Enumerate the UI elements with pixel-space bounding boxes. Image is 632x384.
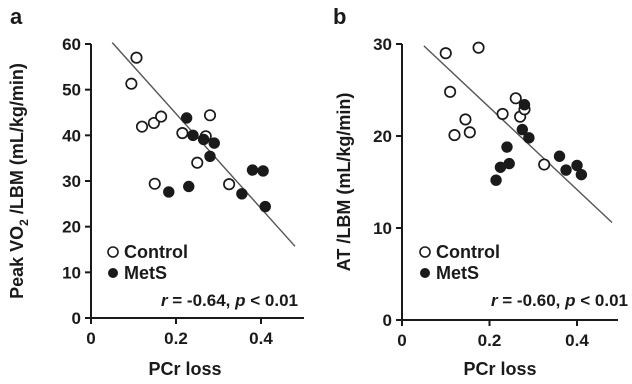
panel-a-y-tick-label: 50	[62, 81, 81, 100]
panel-a-points	[125, 51, 271, 213]
panel-a-y-tick-label: 60	[62, 35, 81, 54]
panel-a-y-tick-label: 40	[62, 126, 81, 145]
panel-b-point-mets	[560, 164, 572, 176]
panel-a-y-tick-label: 20	[62, 218, 81, 237]
panel-a-point-control	[155, 110, 168, 123]
panel-a-point-control	[125, 77, 138, 90]
panel-b-point-mets	[571, 159, 583, 172]
panel-a-point-mets	[208, 137, 220, 149]
panel-a-point-control	[176, 127, 189, 140]
panel-b-y-tick-label: 0	[383, 311, 392, 330]
panel-b-y-tick-label: 20	[373, 127, 392, 146]
panel-b-x-tick-label: 0	[397, 331, 406, 350]
panel-b-point-mets	[553, 150, 566, 162]
panel-b-point-control	[472, 41, 485, 54]
panel-a-point-control	[203, 109, 217, 122]
panel-a-legend-mets: MetS	[124, 263, 167, 283]
panel-a-x-axis-title: PCr loss	[148, 359, 221, 379]
panel-a-point-control	[130, 51, 143, 64]
panel-a-point-mets	[204, 150, 216, 163]
panel-a-point-control	[223, 178, 236, 191]
panel-b-label: b	[333, 4, 346, 29]
panel-b-legend-control: Control	[436, 242, 500, 262]
panel-a-x-tick-label: 0.2	[164, 329, 188, 348]
panel-a-point-mets	[246, 164, 259, 176]
panel-b-legend-mets: MetS	[436, 263, 479, 283]
panel-a-y-tick-label: 10	[62, 263, 81, 282]
panel-a-point-mets	[259, 200, 271, 213]
panel-b-point-mets	[490, 174, 502, 186]
panel-a-legend-control: Control	[124, 242, 188, 262]
panel-b-point-mets	[523, 132, 535, 144]
panel-b-point-control	[463, 126, 476, 139]
panel-b: b 0 10 20 30 0 0.2 0.4 AT /LBM (mL/kg/min) PC…	[333, 4, 628, 379]
panel-b-x-tick-label: 0.2	[478, 331, 502, 350]
panel-b-stat: r = -0.60, p < 0.01	[491, 291, 628, 310]
panel-b-point-control	[459, 113, 472, 126]
panel-b-y-tick-label: 10	[373, 219, 392, 238]
panel-a-y-tick-label: 30	[62, 172, 81, 191]
panel-a-y-axis-title: Peak VO2 /LBM (mL/kg/min)	[7, 63, 31, 299]
panel-b-x-tick-label: 0.4	[565, 331, 589, 350]
panel-b-point-control	[444, 85, 457, 98]
panel-b-legend-open-marker	[419, 246, 431, 258]
panel-a-stat: r = -0.64, p < 0.01	[161, 291, 298, 310]
panel-b-point-control	[538, 158, 551, 171]
panel-b-x-ticks: 0 0.2 0.4	[397, 320, 589, 350]
panel-b-point-mets	[518, 99, 531, 111]
panel-a-y-ticks: 0 10 20 30 40 50 60	[62, 35, 91, 328]
panel-a-x-tick-label: 0	[86, 329, 95, 348]
panel-a-point-mets	[183, 180, 195, 193]
panel-b-y-tick-label: 30	[373, 35, 392, 54]
panel-a-point-control	[148, 177, 161, 190]
panel-b-point-mets	[575, 168, 588, 181]
panel-a-point-control	[191, 156, 204, 169]
panel-a-point-mets	[163, 186, 175, 198]
panel-a-x-tick-label: 0.4	[249, 329, 273, 348]
panel-b-x-axis-title: PCr loss	[463, 359, 536, 379]
panel-a-y-tick-label: 0	[72, 309, 81, 328]
panel-a-point-control	[135, 120, 149, 133]
panel-a-point-mets	[187, 129, 199, 142]
panel-a-label: a	[10, 4, 23, 29]
panel-b-point-control	[448, 129, 461, 142]
panel-b-point-mets	[516, 123, 529, 136]
panel-b-point-mets	[503, 157, 515, 170]
panel-a-legend-open-marker	[107, 246, 119, 258]
panel-b-point-mets	[501, 141, 513, 153]
panel-a-x-ticks: 0 0.2 0.4	[86, 318, 273, 348]
panel-b-point-control	[509, 92, 522, 105]
panel-b-point-control	[496, 107, 509, 120]
panel-a-point-mets	[197, 133, 210, 146]
panel-a-legend-filled-marker	[108, 268, 118, 278]
panel-a: a 0 10 20 30 40 50 60 0 0.2 0.4 Peak VO2 /LBM (m…	[7, 4, 304, 379]
panel-b-y-axis-title: AT /LBM (mL/kg/min)	[334, 93, 354, 272]
panel-b-point-control	[439, 47, 452, 60]
panel-a-point-mets	[236, 188, 248, 200]
panel-b-regression-line	[423, 45, 613, 223]
panel-b-legend-filled-marker	[420, 268, 430, 278]
panel-a-point-mets	[257, 165, 269, 177]
panel-b-points	[439, 41, 588, 186]
panel-a-point-mets	[180, 112, 193, 124]
panel-b-y-ticks: 0 10 20 30	[373, 35, 402, 330]
